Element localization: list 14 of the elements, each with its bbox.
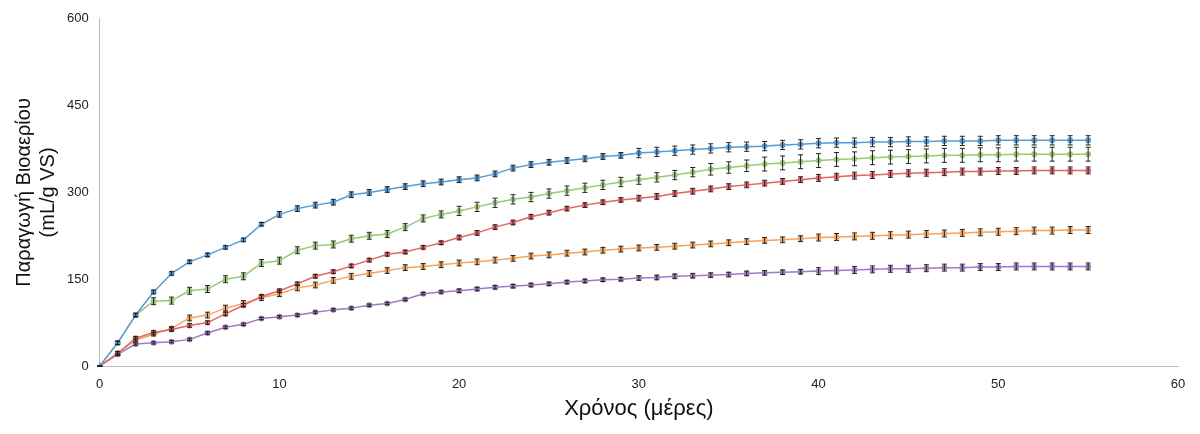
x-tick-label: 40: [811, 376, 826, 392]
y-tick-label: 450: [66, 97, 89, 113]
x-tick-label: 10: [272, 376, 287, 392]
y-tick-label: 150: [66, 270, 89, 286]
x-tick-label: 50: [991, 376, 1006, 392]
y-tick-label: 600: [66, 10, 89, 26]
x-tick-label: 60: [1170, 376, 1186, 392]
y-axis-title: Παραγωγή Βιοαερίου (mL/g VS): [11, 98, 58, 287]
x-tick-label: 20: [451, 376, 467, 392]
x-tick-label: 30: [631, 376, 647, 392]
y-tick-label: 300: [66, 183, 89, 199]
y-tick-label: 0: [81, 357, 89, 373]
x-tick-label: 0: [96, 376, 104, 392]
x-axis-title: Χρόνος (μέρες): [564, 394, 714, 420]
